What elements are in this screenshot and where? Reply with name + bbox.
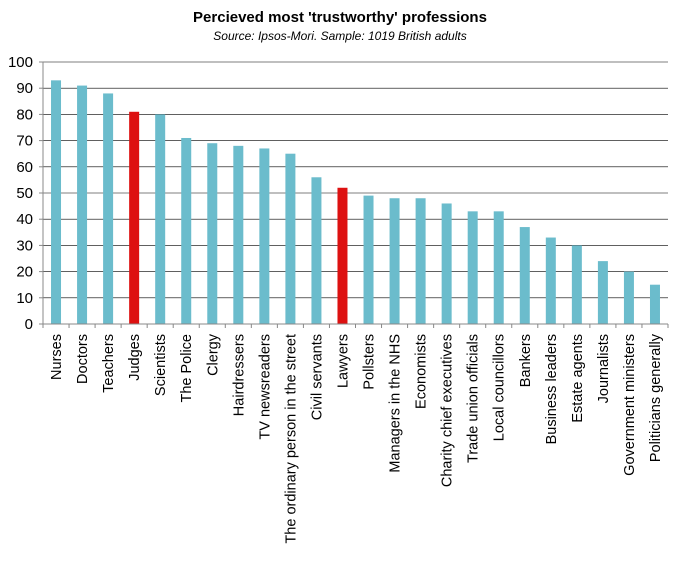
bar-charity-chief-executives [441, 203, 452, 324]
axes [39, 61, 669, 328]
y-tick-label: 10 [16, 290, 33, 307]
bar-civil-servants [311, 177, 322, 324]
x-tick-label: Charity chief executives [440, 334, 456, 487]
x-tick-label: Judges [127, 334, 143, 381]
y-tick-label: 40 [16, 211, 33, 228]
bar-business-leaders [545, 237, 556, 324]
bar-local-councillors [493, 211, 504, 324]
x-tick-label: Civil servants [309, 334, 325, 420]
x-tick-label: The ordinary person in the street [283, 334, 299, 544]
bars [51, 80, 660, 325]
x-tick-label: Hairdressers [231, 334, 247, 416]
y-tick-label: 100 [8, 54, 33, 71]
x-tick-label: Doctors [75, 334, 91, 384]
x-tick-label: Local councillors [492, 334, 508, 441]
bar-government-ministers [623, 271, 634, 324]
bar-politicians-generally [649, 284, 660, 324]
x-tick-label: Economists [414, 334, 430, 409]
bar-journalists [597, 261, 608, 324]
bar-clergy [207, 143, 218, 324]
x-tick-label: Clergy [205, 333, 221, 376]
y-tick-label: 0 [25, 316, 33, 333]
bar-bankers [519, 227, 530, 324]
gridlines [43, 61, 668, 299]
y-tick-label: 30 [16, 237, 33, 254]
bar-the-police [181, 137, 192, 324]
chart-subtitle: Source: Ipsos-Mori. Sample: 1019 British… [213, 29, 466, 43]
bar-economists [415, 198, 426, 324]
y-tick-label: 70 [16, 133, 33, 150]
bar-the-ordinary-person-in-the-street [285, 153, 296, 324]
x-tick-label: Business leaders [544, 334, 560, 444]
bar-pollsters [363, 195, 374, 324]
bar-estate-agents [571, 245, 582, 324]
x-tick-label: TV newsreaders [257, 334, 273, 440]
x-tick-label: Pollsters [362, 334, 378, 390]
bar-teachers [103, 93, 114, 324]
y-tick-labels: 0 10 20 30 40 50 60 70 80 90 100 [8, 54, 33, 333]
y-tick-label: 90 [16, 80, 33, 97]
y-tick-label: 80 [16, 106, 33, 123]
bar-trade-union-officials [467, 211, 478, 324]
x-tick-label: Trade union officials [466, 334, 482, 463]
bar-nurses [51, 80, 62, 324]
x-tick-label: Lawyers [335, 334, 351, 388]
x-tick-label: Bankers [518, 334, 534, 387]
x-tick-label: Managers in the NHS [388, 334, 404, 473]
x-tick-label: Estate agents [570, 334, 586, 423]
bar-doctors [77, 85, 88, 324]
bar-scientists [155, 114, 166, 325]
y-tick-label: 50 [16, 185, 33, 202]
y-tick-label: 20 [16, 264, 33, 281]
x-tick-labels: Nurses Doctors Teachers Judges Scientists The… [49, 333, 664, 543]
x-tick-label: Politicians generally [648, 333, 664, 462]
bar-lawyers [337, 187, 348, 324]
bar-managers-in-the-nhs [389, 198, 400, 324]
x-tick-label: Teachers [101, 334, 117, 393]
bar-hairdressers [233, 145, 244, 324]
x-tick-label: Nurses [49, 334, 65, 380]
x-tick-label: Journalists [596, 334, 612, 403]
chart-title: Percieved most 'trustworthy' professions [193, 9, 487, 26]
x-tick-label: Scientists [153, 334, 169, 396]
bar-tv-newsreaders [259, 148, 270, 324]
bar-judges [129, 111, 140, 324]
y-tick-label: 60 [16, 159, 33, 176]
x-tick-label: Government ministers [622, 334, 638, 476]
x-tick-label: The Police [179, 334, 195, 403]
